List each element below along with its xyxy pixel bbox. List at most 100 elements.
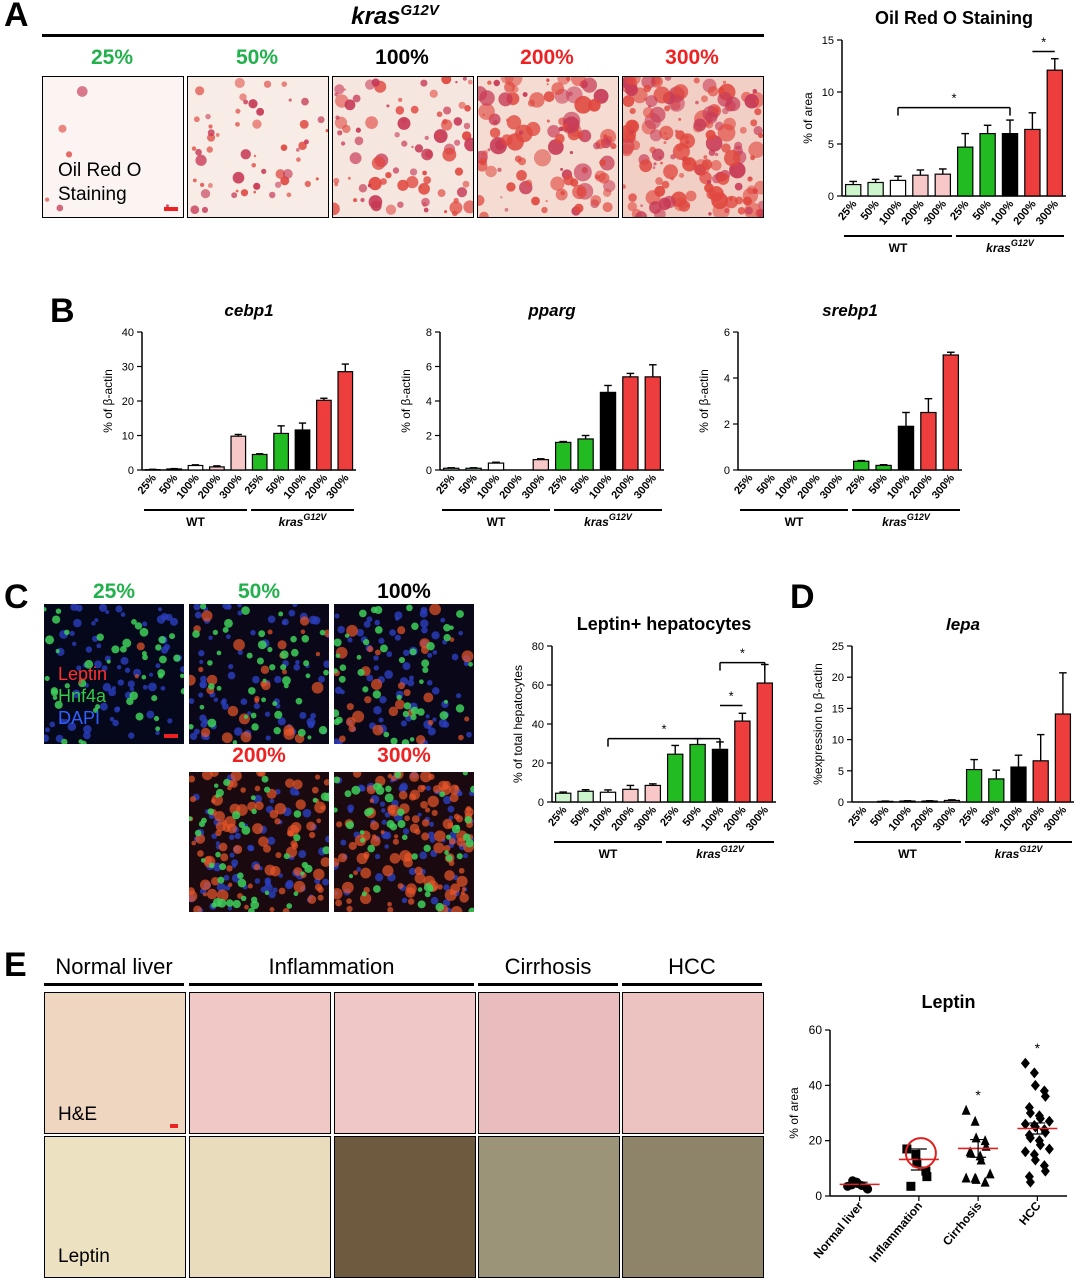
x-tick-label: 100% [877,198,904,227]
fluor-image-50 [189,604,329,744]
panel-a-header: krasG12V [0,2,790,31]
data-point [1045,1143,1054,1154]
kras-superscript: G12V [401,2,439,19]
bar [980,134,995,196]
y-tick-label: 25 [832,641,844,653]
bar [556,442,571,470]
bar [1055,714,1070,802]
leptin-ihc-image-inflammation-1 [189,1136,331,1278]
bar [274,433,289,470]
panel-letter-e: E [4,946,27,985]
group-label: krasG12V [995,844,1044,861]
row-label-he: H&E [58,1104,97,1126]
percent-label: 300% [622,46,762,70]
y-tick-label: 8 [426,327,432,339]
group-label: WT [889,241,908,255]
group-label: WT [898,847,917,861]
y-tick-label: 10 [832,735,844,747]
percent-label: 100% [334,580,474,604]
bar [958,147,973,196]
y-tick-label: 0 [128,465,134,477]
group-label: krasG12V [882,512,931,529]
x-tick-label: Cirrhosis [940,1199,985,1249]
panel-a-header-rule [42,34,764,37]
y-tick-label: 10 [822,87,834,99]
y-tick-label: 15 [832,703,844,715]
y-axis-label: % of β-actin [697,369,711,433]
panel-letter-c: C [4,578,29,617]
bar [943,355,958,470]
x-tick-label: 300% [931,804,958,833]
fluor-image-200 [189,772,329,912]
y-axis-label: %expression to β-actin [811,663,825,785]
oil-red-image-100 [332,76,474,218]
y-axis-label: % of area [801,92,815,144]
bar [317,400,332,470]
oil-red-image-300 [622,76,764,218]
significance-star: * [740,646,745,661]
kras-label: kras [351,3,400,30]
y-tick-label: 0 [828,191,834,203]
group-label: WT [599,847,618,861]
bar [578,439,593,470]
stage-rule [622,983,762,986]
x-tick-label: 100% [587,472,614,501]
x-tick-label: 300% [922,198,949,227]
y-tick-label: 4 [724,373,730,385]
bar [600,792,615,802]
x-tick-label: 200% [899,198,926,227]
group-label: krasG12V [986,238,1035,255]
percent-label: 25% [44,580,184,604]
data-point [962,1173,971,1183]
data-point [972,1132,981,1142]
he-image-inflammation-1 [189,992,331,1134]
y-tick-label: 20 [122,396,134,408]
bar [488,463,503,470]
bar [967,770,982,802]
x-tick-label: 25% [836,198,859,223]
leptin-ihc-image-inflammation-2 [334,1136,476,1278]
bar [444,468,459,470]
x-tick-label: 200% [497,472,524,501]
y-tick-label: 0 [838,797,844,809]
percent-label: 300% [334,744,474,768]
chart-title: lepa [946,615,980,634]
bar [1033,761,1048,802]
x-tick-label: 100% [699,804,726,833]
bar [712,749,727,802]
x-tick-label: 25% [546,804,569,829]
y-tick-label: 20 [809,1134,823,1148]
leptin-ihc-image-cirrhosis [478,1136,620,1278]
group-label: WT [487,515,506,529]
bar [757,683,772,802]
data-point [1030,1067,1039,1078]
x-tick-label: 100% [175,472,202,501]
y-axis-label: % of total hepatocytes [511,665,525,783]
x-tick-label: 200% [196,472,223,501]
stage-cirrhosis: Cirrhosis [478,954,618,980]
data-point [971,1116,980,1126]
x-tick-label: 200% [721,804,748,833]
stage-normal-liver: Normal liver [44,954,184,980]
x-tick-label: 200% [609,804,636,833]
chart-title: Leptin [922,992,976,1012]
y-tick-label: 4 [426,396,432,408]
stage-rule [189,983,474,986]
x-tick-label: 25% [846,804,869,829]
y-tick-label: 0 [538,797,544,809]
data-point [1021,1058,1030,1069]
x-tick-label: 100% [887,804,914,833]
y-tick-label: 40 [532,719,544,731]
bar [466,468,481,470]
y-tick-label: 30 [122,362,134,374]
y-axis-label: % of β-actin [399,369,413,433]
x-tick-label: 300% [1034,198,1061,227]
legend-leptin: Leptin [58,664,107,685]
x-tick-label: 200% [1011,198,1038,227]
bar [578,791,593,802]
bar [876,465,891,470]
